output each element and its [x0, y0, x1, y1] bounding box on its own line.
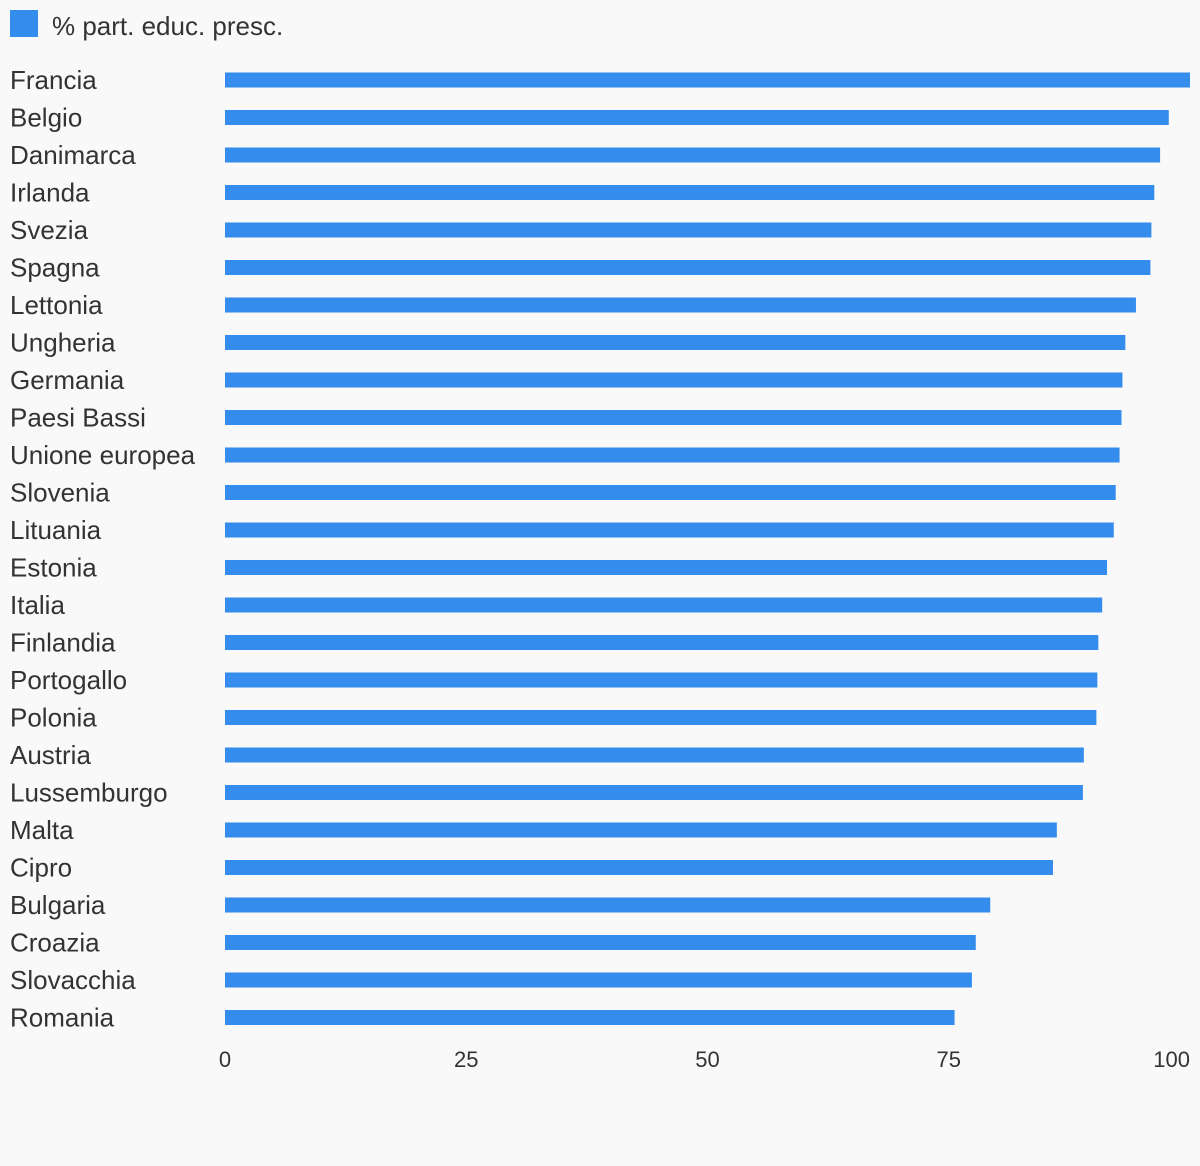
category-label: Lituania — [10, 515, 102, 545]
category-label: Svezia — [10, 215, 89, 245]
bar — [225, 672, 1098, 688]
category-label: Croazia — [10, 928, 100, 958]
bar — [225, 147, 1161, 163]
category-label: Danimarca — [10, 140, 136, 170]
legend-label: % part. educ. presc. — [52, 11, 283, 41]
bar — [225, 447, 1120, 463]
category-label: Romania — [10, 1003, 115, 1033]
legend: % part. educ. presc. — [10, 10, 283, 41]
x-tick-label: 25 — [454, 1047, 478, 1072]
category-label: Belgio — [10, 103, 82, 133]
bar — [225, 410, 1122, 425]
bar — [225, 972, 972, 988]
category-label: Bulgaria — [10, 890, 106, 920]
category-label: Slovacchia — [10, 965, 136, 995]
bar — [225, 560, 1108, 575]
bar — [225, 597, 1103, 613]
bar — [225, 110, 1169, 125]
bar — [225, 860, 1053, 875]
bar — [225, 372, 1123, 388]
bar — [225, 297, 1136, 313]
bar — [225, 822, 1057, 838]
legend-swatch — [10, 10, 38, 37]
bar — [225, 222, 1152, 238]
bar — [225, 635, 1099, 650]
bar — [225, 335, 1126, 350]
bar — [225, 710, 1097, 725]
x-tick-label: 0 — [219, 1047, 231, 1072]
x-tick-label: 50 — [695, 1047, 719, 1072]
category-label: Malta — [10, 815, 74, 845]
category-label: Unione europea — [10, 440, 196, 470]
category-label: Austria — [10, 740, 91, 770]
category-label: Lettonia — [10, 290, 103, 320]
category-label: Italia — [10, 590, 65, 620]
category-label: Spagna — [10, 253, 100, 283]
bar — [225, 72, 1190, 88]
category-label: Paesi Bassi — [10, 403, 146, 433]
bar — [225, 935, 976, 950]
category-label: Francia — [10, 65, 97, 95]
bar — [225, 485, 1116, 500]
category-label: Irlanda — [10, 178, 90, 208]
bar — [225, 785, 1083, 800]
x-axis-ticks: 0 25 50 75 100 — [219, 1047, 1190, 1072]
category-label: Finlandia — [10, 628, 116, 658]
x-tick-label: 100 — [1153, 1047, 1190, 1072]
x-tick-label: 75 — [937, 1047, 961, 1072]
bar — [225, 185, 1155, 200]
category-label: Portogallo — [10, 665, 127, 695]
bar — [225, 260, 1151, 275]
bar — [225, 1010, 955, 1025]
category-label: Estonia — [10, 553, 97, 583]
bars — [225, 72, 1190, 1025]
category-label: Lussemburgo — [10, 778, 168, 808]
bar — [225, 747, 1084, 763]
bar — [225, 522, 1114, 538]
category-label: Cipro — [10, 853, 72, 883]
category-label: Polonia — [10, 703, 97, 733]
category-label: Ungheria — [10, 328, 116, 358]
bar — [225, 897, 991, 913]
category-label: Germania — [10, 365, 125, 395]
category-labels: Francia Belgio Danimarca Irlanda Svezia Spagn… — [10, 65, 196, 1033]
category-label: Slovenia — [10, 478, 110, 508]
